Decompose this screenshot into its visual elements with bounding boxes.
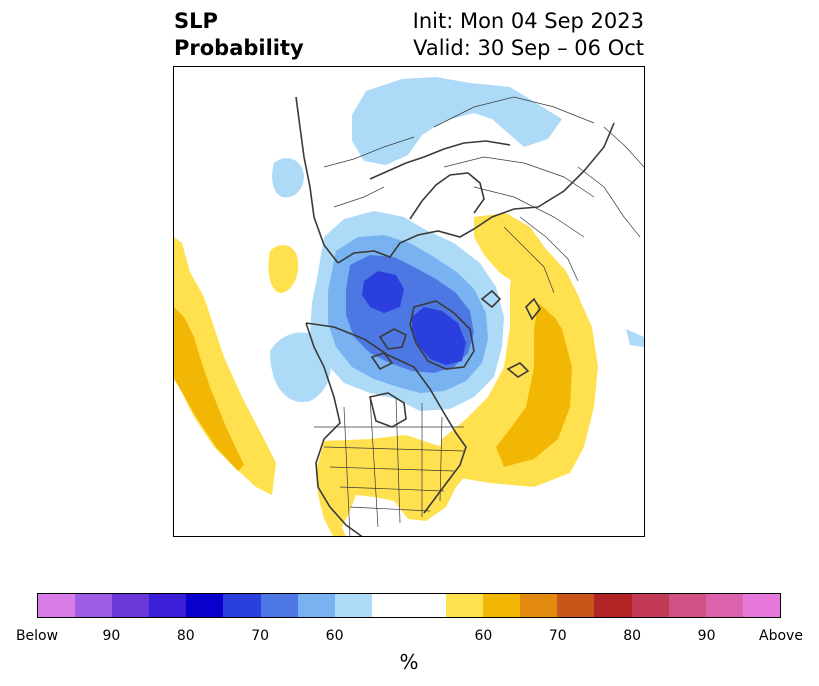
colorbar-tick-label: 70 — [548, 628, 567, 644]
colorbar-segment — [446, 594, 484, 617]
below-normal-arctic-core-west — [362, 271, 404, 313]
colorbar-tick-label: 90 — [102, 628, 121, 644]
init-date: Init: Mon 04 Sep 2023 — [412, 9, 644, 33]
below-normal-east-patch — [626, 329, 644, 347]
below-normal-greenland-sea — [272, 158, 304, 198]
above-normal-pacific-patch — [268, 245, 299, 293]
title-variable: SLP — [174, 9, 218, 33]
colorbar-tick-label: 80 — [176, 628, 195, 644]
colorbar-segment — [520, 594, 558, 617]
colorbar-tick-label: Above — [759, 628, 803, 644]
colorbar-tick-label: 80 — [623, 628, 642, 644]
map-title-right: Init: Mon 04 Sep 2023 Valid: 30 Sep – 06… — [413, 8, 644, 62]
coastlines — [295, 96, 615, 536]
colorbar-segment — [223, 594, 261, 617]
probability-colorbar — [37, 593, 781, 618]
map-title-left: SLP Probability — [174, 8, 304, 62]
colorbar-segment — [149, 594, 187, 617]
below-normal-arctic-core-east — [412, 307, 466, 365]
colorbar-unit-label: % — [399, 650, 419, 674]
above-normal-atlantic-core — [496, 293, 572, 467]
colorbar-tick-label: 60 — [325, 628, 344, 644]
colorbar-segment — [186, 594, 224, 617]
colorbar-segment — [334, 594, 372, 617]
colorbar-segment — [594, 594, 632, 617]
colorbar-segment — [371, 594, 447, 617]
colorbar-tick-label: Below — [15, 628, 59, 644]
title-product: Probability — [174, 36, 304, 60]
colorbar-segment — [705, 594, 743, 617]
colorbar-segment — [260, 594, 298, 617]
colorbar-segment — [631, 594, 669, 617]
colorbar-segment — [483, 594, 521, 617]
colorbar-tick-label: 90 — [697, 628, 716, 644]
below-normal-europe — [352, 77, 562, 165]
colorbar-segment — [38, 594, 76, 617]
colorbar-segment — [668, 594, 706, 617]
above-normal-pacific-core — [174, 307, 244, 471]
colorbar-tick-label: 60 — [474, 628, 493, 644]
valid-period: Valid: 30 Sep – 06 Oct — [413, 36, 644, 60]
colorbar-tick-label: 70 — [251, 628, 270, 644]
colorbar-segment — [557, 594, 595, 617]
colorbar-segment — [112, 594, 150, 617]
colorbar-segment — [297, 594, 335, 617]
above-normal-europe — [474, 213, 580, 323]
colorbar-segment — [742, 594, 780, 617]
above-normal-pacific — [174, 237, 276, 495]
probability-map — [173, 66, 645, 537]
colorbar-segment — [75, 594, 113, 617]
above-normal-shading — [174, 213, 598, 536]
political-borders — [314, 96, 644, 536]
below-normal-shading — [270, 77, 644, 411]
